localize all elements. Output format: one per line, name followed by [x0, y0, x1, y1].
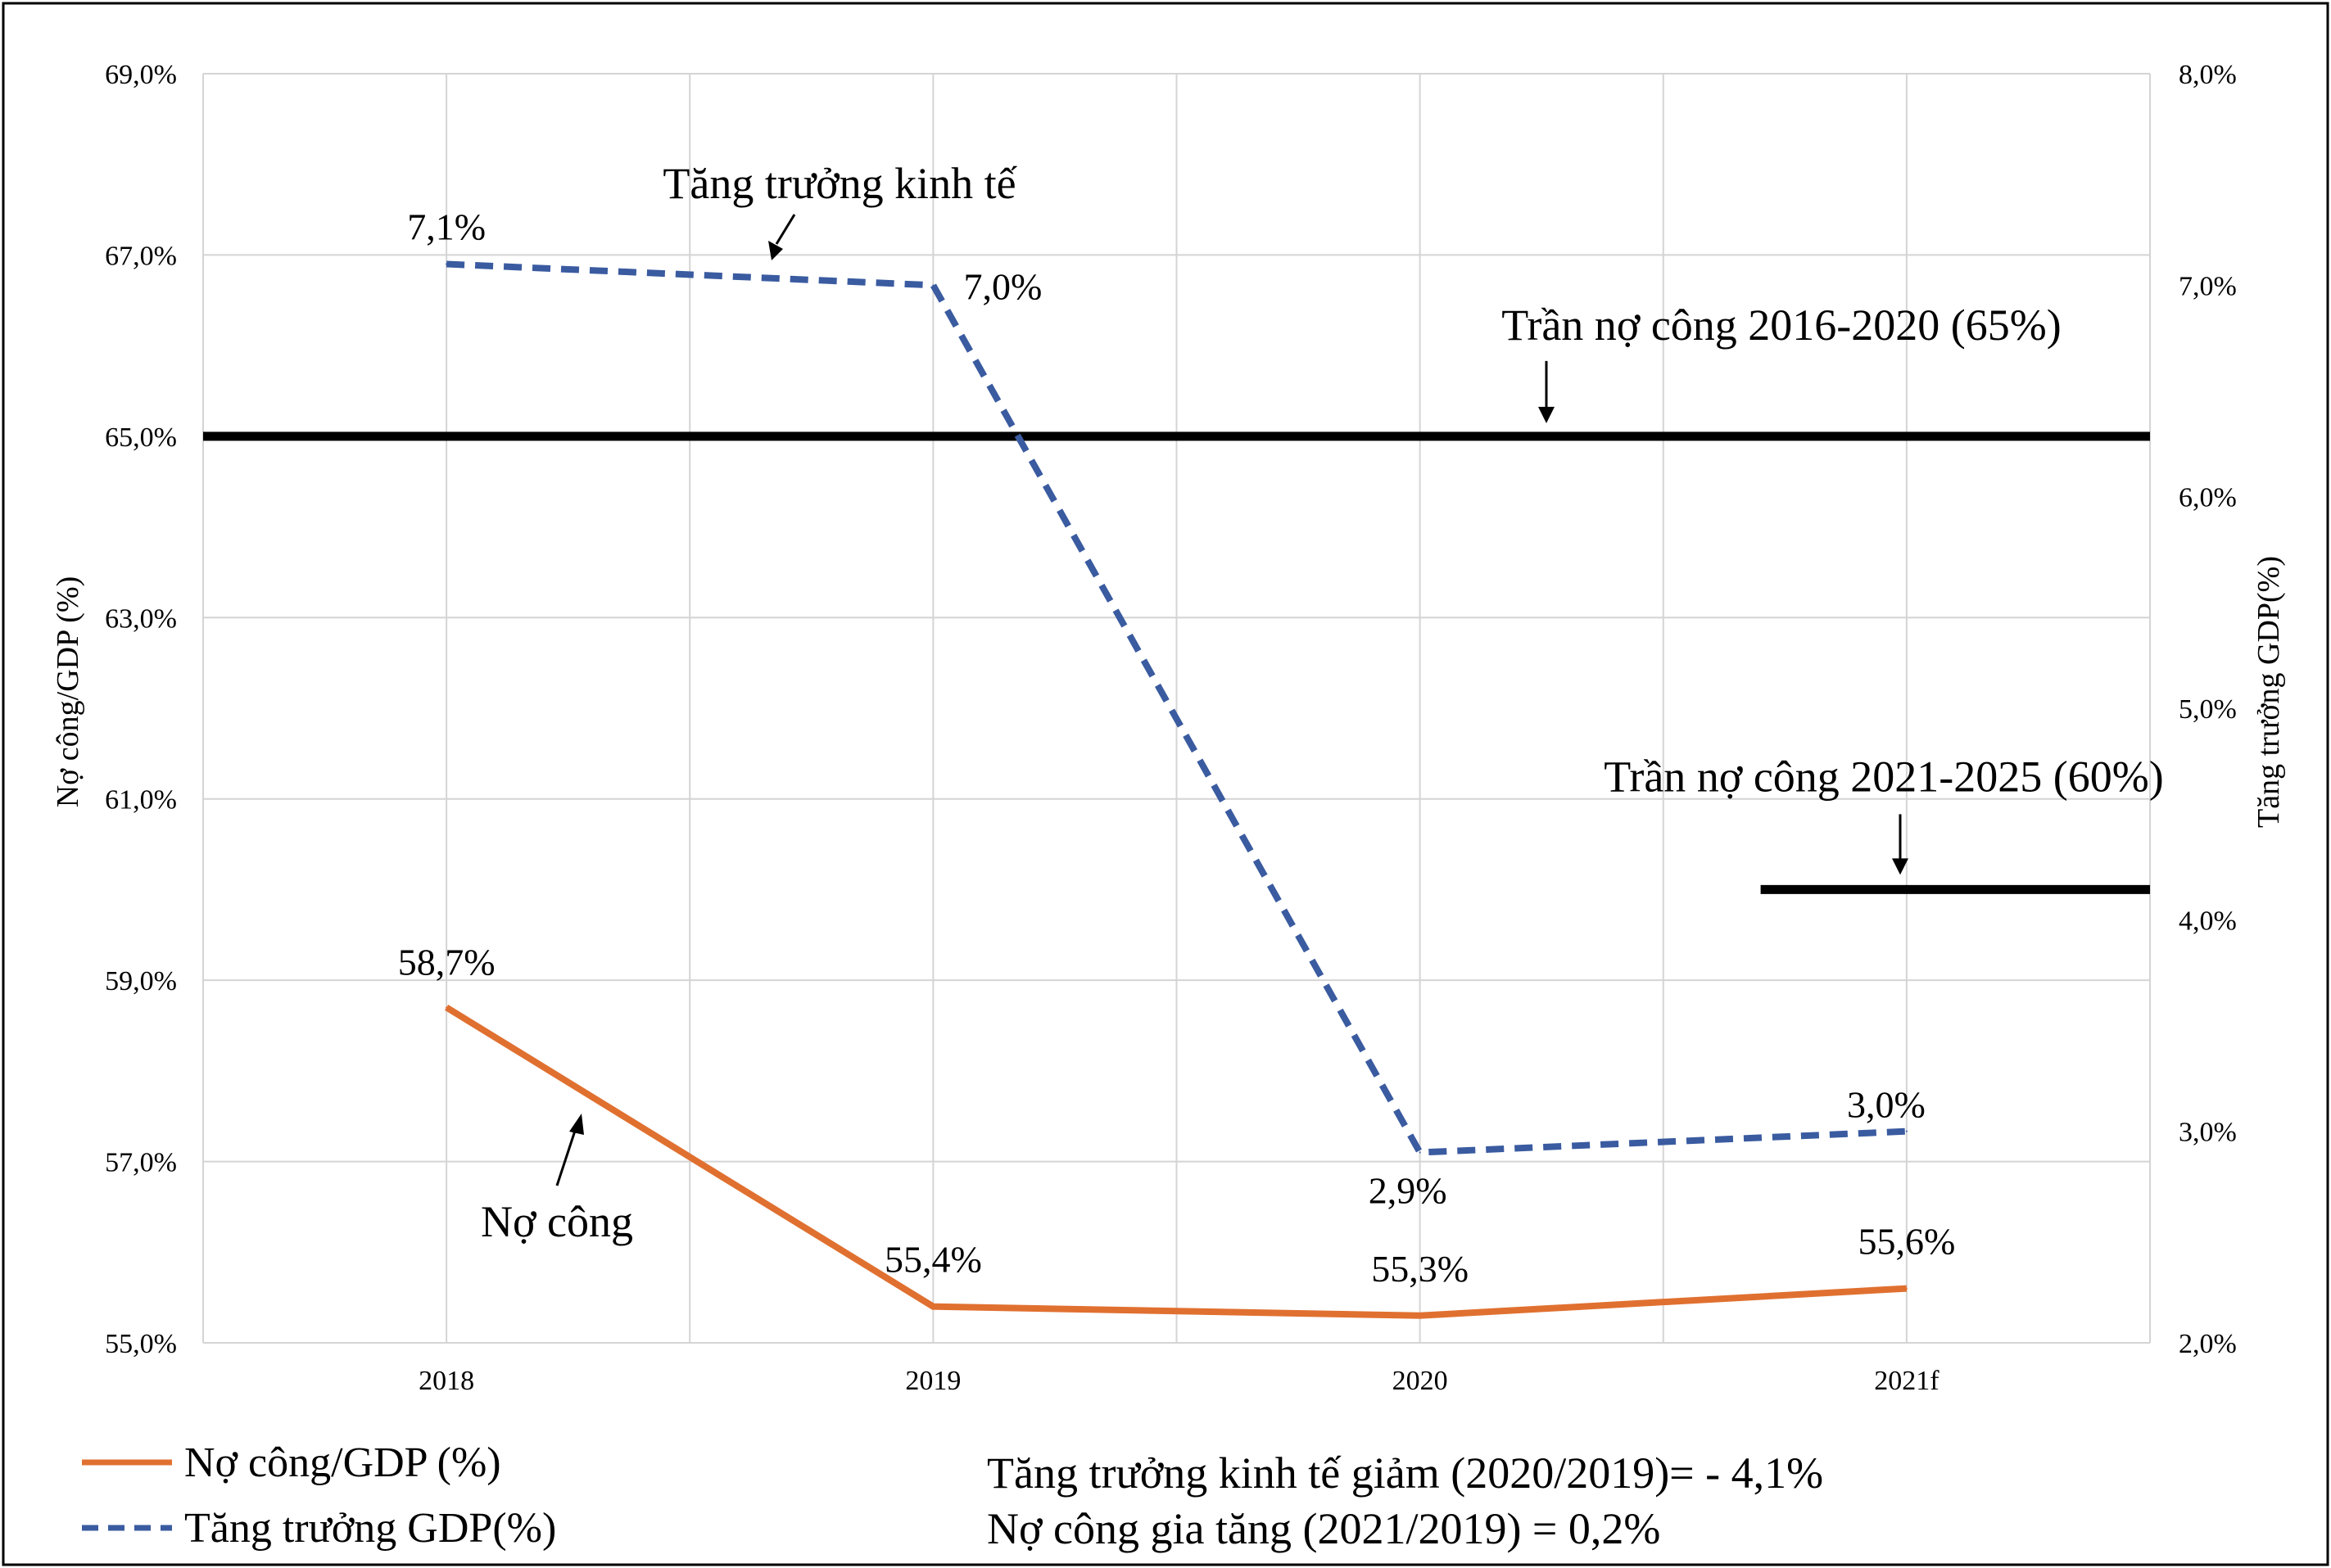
y-tick-label: 67,0% [105, 241, 177, 271]
y-tick-label: 59,0% [105, 966, 177, 996]
note-debt-increase: Nợ công gia tăng (2021/2019) = 0,2% [987, 1504, 1660, 1553]
debt-point [1905, 1287, 1908, 1290]
debt-line [445, 1004, 1908, 1319]
legend: Nợ công/GDP (%) Tăng trưởng GDP(%) [82, 1439, 556, 1552]
debt-annotation-arrowhead [569, 1114, 584, 1135]
series [445, 260, 1908, 1319]
debt-data-label: 55,3% [1371, 1248, 1469, 1290]
y2-tick-label: 8,0% [2179, 60, 2237, 90]
y-tick-label: 57,0% [105, 1148, 177, 1178]
growth-data-label: 7,0% [963, 265, 1042, 307]
y2-axis-title: Tăng trưởng GDP(%) [2252, 556, 2286, 828]
growth-line [446, 260, 1908, 1156]
growth-annotation: Tăng trưởng kinh tế [663, 159, 1017, 208]
growth-annotation-arrowhead [768, 241, 783, 260]
debt-data-label: 55,4% [885, 1239, 982, 1281]
legend-label-growth: Tăng trưởng GDP(%) [184, 1505, 556, 1552]
reference-arrowhead [1892, 858, 1908, 875]
legend-label-debt: Nợ công/GDP (%) [184, 1439, 501, 1486]
y-tick-label: 61,0% [105, 785, 177, 816]
reference-label: Trần nợ công 2021-2025 (60%) [1604, 752, 2164, 801]
y-tick-label: 55,0% [105, 1329, 177, 1359]
notes: Tăng trưởng kinh tế giảm (2020/2019)= - … [987, 1448, 1823, 1553]
debt-point [1419, 1314, 1421, 1317]
axis-ticks: 55,0% 57,0% 59,0% 61,0% 63,0% 65,0% 67,0% 69,0%… [105, 60, 2237, 1396]
growth-data-label: 3,0% [1847, 1084, 1926, 1126]
y-axis-title: Nợ công/GDP (%) [51, 576, 85, 808]
reference-label: Trần nợ công 2016-2020 (65%) [1501, 300, 2062, 350]
debt-point [446, 1006, 448, 1009]
x-tick-label: 2019 [905, 1366, 961, 1396]
debt-data-label: 55,6% [1858, 1221, 1955, 1263]
y2-tick-label: 5,0% [2179, 694, 2237, 725]
y2-tick-label: 4,0% [2179, 906, 2237, 936]
y-tick-label: 63,0% [105, 603, 177, 634]
x-tick-label: 2021f [1874, 1366, 1939, 1396]
debt-annotation-arrow [555, 1127, 577, 1186]
data-labels: 58,7% 55,4% 55,3% 55,6% 7,1% 7,0% 2,9% 3,0% [398, 206, 1956, 1290]
debt-annotation: Nợ công [481, 1197, 633, 1246]
y2-tick-label: 3,0% [2179, 1118, 2237, 1148]
growth-point [932, 284, 935, 287]
reference-arrowhead [1538, 406, 1555, 423]
reference-lines [203, 432, 2150, 894]
debt-point [932, 1305, 935, 1308]
x-tick-label: 2018 [419, 1366, 474, 1396]
y-tick-label: 65,0% [105, 423, 177, 453]
debt-data-label: 58,7% [398, 941, 496, 983]
growth-point [1419, 1151, 1421, 1154]
x-tick-label: 2020 [1392, 1366, 1448, 1396]
y2-tick-label: 2,0% [2179, 1329, 2237, 1359]
annotations: Trần nợ công 2016-2020 (65%) Trần nợ công… [481, 159, 2164, 1246]
y2-tick-label: 6,0% [2179, 483, 2237, 513]
growth-point [446, 263, 448, 265]
growth-data-label: 2,9% [1369, 1170, 1447, 1212]
y-tick-label: 69,0% [105, 60, 177, 90]
note-growth-decline: Tăng trưởng kinh tế giảm (2020/2019)= - … [987, 1448, 1823, 1498]
growth-point [1905, 1130, 1908, 1132]
growth-annotation-arrow [775, 214, 796, 245]
y2-tick-label: 7,0% [2179, 271, 2237, 301]
growth-data-label: 7,1% [407, 206, 486, 248]
